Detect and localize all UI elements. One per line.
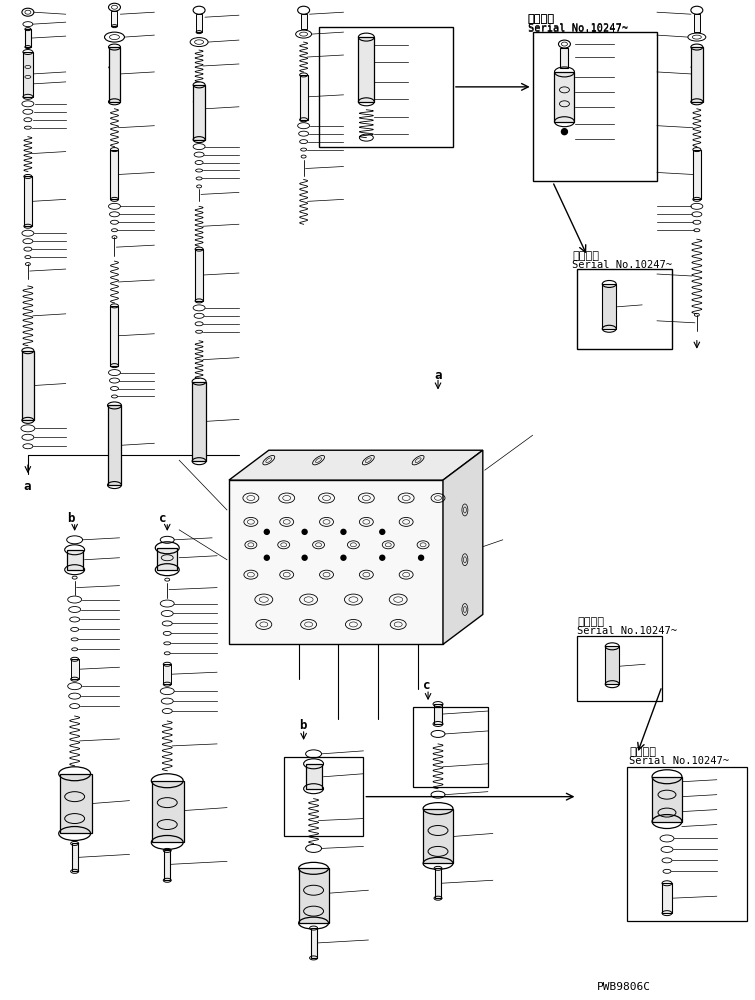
Text: Serial No.10247~: Serial No.10247~ [528, 24, 627, 34]
Bar [284, 757, 363, 836]
Bar [435, 868, 441, 898]
Bar [319, 27, 453, 147]
Bar [693, 150, 701, 199]
Bar [157, 548, 177, 570]
Circle shape [418, 555, 424, 560]
Text: 適用号機: 適用号機 [578, 617, 605, 627]
Text: a: a [434, 369, 442, 382]
Text: c: c [159, 512, 167, 525]
Bar [602, 284, 616, 329]
Text: c: c [423, 679, 430, 692]
Circle shape [302, 555, 307, 560]
Bar [627, 767, 747, 921]
Bar [109, 47, 121, 102]
Bar [310, 928, 316, 958]
Bar [662, 883, 672, 913]
Circle shape [264, 555, 270, 560]
Bar [23, 52, 33, 97]
Bar [25, 29, 31, 47]
Circle shape [341, 529, 346, 534]
Bar [652, 777, 682, 822]
Bar [66, 550, 82, 570]
Bar [107, 405, 122, 485]
Bar [434, 704, 442, 724]
Bar [71, 659, 79, 679]
Bar [694, 14, 700, 32]
Bar [192, 382, 206, 461]
Circle shape [380, 529, 385, 534]
Text: PWB9806C: PWB9806C [597, 982, 652, 992]
Text: b: b [299, 719, 306, 732]
Bar [112, 11, 118, 26]
Circle shape [264, 529, 270, 534]
Text: Serial No.10247~: Serial No.10247~ [572, 260, 673, 270]
Bar [153, 781, 184, 842]
Bar [578, 636, 662, 701]
Text: 適用号機: 適用号機 [528, 14, 555, 24]
Circle shape [380, 555, 385, 560]
Bar [560, 48, 569, 68]
Bar [359, 37, 374, 102]
Bar [110, 150, 119, 199]
Bar [196, 14, 202, 32]
Bar [229, 480, 443, 644]
Bar [532, 32, 657, 181]
Bar [165, 850, 170, 880]
Bar [72, 843, 78, 871]
Text: Serial No.10247~: Serial No.10247~ [629, 756, 729, 766]
Bar [60, 774, 91, 833]
Text: 適用号機: 適用号機 [528, 14, 555, 24]
Bar [163, 664, 171, 684]
Text: 適用号機: 適用号機 [629, 747, 656, 757]
Bar [300, 14, 307, 29]
Bar [299, 868, 328, 923]
Bar [413, 707, 488, 787]
Bar [195, 249, 203, 301]
Bar [24, 176, 32, 226]
Text: Serial No.10247~: Serial No.10247~ [528, 23, 627, 33]
Text: a: a [23, 480, 30, 493]
Bar [423, 809, 453, 863]
Circle shape [341, 555, 346, 560]
Text: Serial No.10247~: Serial No.10247~ [578, 626, 677, 636]
Bar [300, 75, 307, 120]
Bar [554, 72, 575, 122]
Polygon shape [229, 450, 482, 480]
Bar [606, 646, 619, 684]
Circle shape [562, 129, 568, 135]
Polygon shape [443, 450, 482, 644]
Text: 適用号機: 適用号機 [572, 251, 599, 261]
Bar [193, 85, 205, 140]
Circle shape [302, 529, 307, 534]
Bar [691, 47, 703, 102]
Bar [110, 306, 119, 366]
Bar [306, 764, 322, 789]
Text: b: b [66, 512, 74, 525]
Bar [22, 351, 34, 420]
Bar [578, 269, 672, 349]
